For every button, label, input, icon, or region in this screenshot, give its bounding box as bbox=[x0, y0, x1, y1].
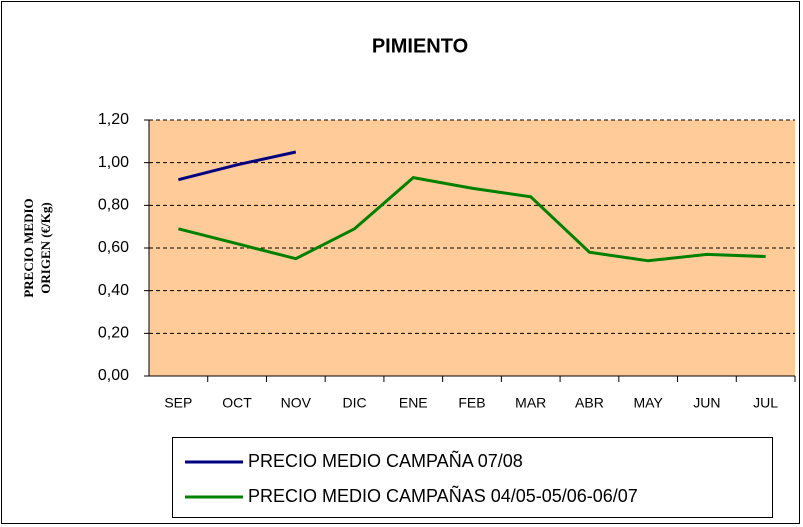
y-axis-label: PRECIO MEDIO ORIGEN (€/Kg) bbox=[21, 198, 53, 297]
series-line bbox=[177, 175, 766, 263]
x-tick-label: JUL bbox=[753, 395, 778, 411]
x-tick-label: MAR bbox=[515, 395, 546, 411]
x-tick-label: MAY bbox=[634, 395, 664, 411]
y-tick-label: 1,20 bbox=[98, 111, 129, 128]
x-tick-label: SEP bbox=[164, 395, 192, 411]
y-tick-label: 0,00 bbox=[98, 367, 129, 384]
y-axis-label-line: ORIGEN (€/Kg) bbox=[38, 202, 53, 293]
y-axis-label-line: PRECIO MEDIO bbox=[21, 198, 36, 297]
chart-title: PIMIENTO bbox=[372, 35, 468, 57]
y-tick-label: 0,60 bbox=[98, 239, 129, 256]
y-tick-label: 0,20 bbox=[98, 325, 129, 342]
x-tick-label: ABR bbox=[575, 395, 604, 411]
x-tick-label: ENE bbox=[399, 395, 428, 411]
y-tick-label: 0,80 bbox=[98, 197, 129, 214]
x-tick-label: FEB bbox=[458, 395, 485, 411]
y-tick-label: 1,00 bbox=[98, 154, 129, 171]
series-line bbox=[177, 150, 297, 182]
x-tick-label: JUN bbox=[693, 395, 720, 411]
x-tick-label: NOV bbox=[281, 395, 312, 411]
y-tick-label: 0,40 bbox=[98, 282, 129, 299]
x-tick-label: DIC bbox=[342, 395, 366, 411]
legend-label: PRECIO MEDIO CAMPAÑAS 04/05-05/06-06/07 bbox=[248, 485, 638, 506]
legend-box bbox=[172, 437, 773, 518]
legend-label: PRECIO MEDIO CAMPAÑA 07/08 bbox=[248, 450, 523, 471]
x-tick-label: OCT bbox=[222, 395, 252, 411]
